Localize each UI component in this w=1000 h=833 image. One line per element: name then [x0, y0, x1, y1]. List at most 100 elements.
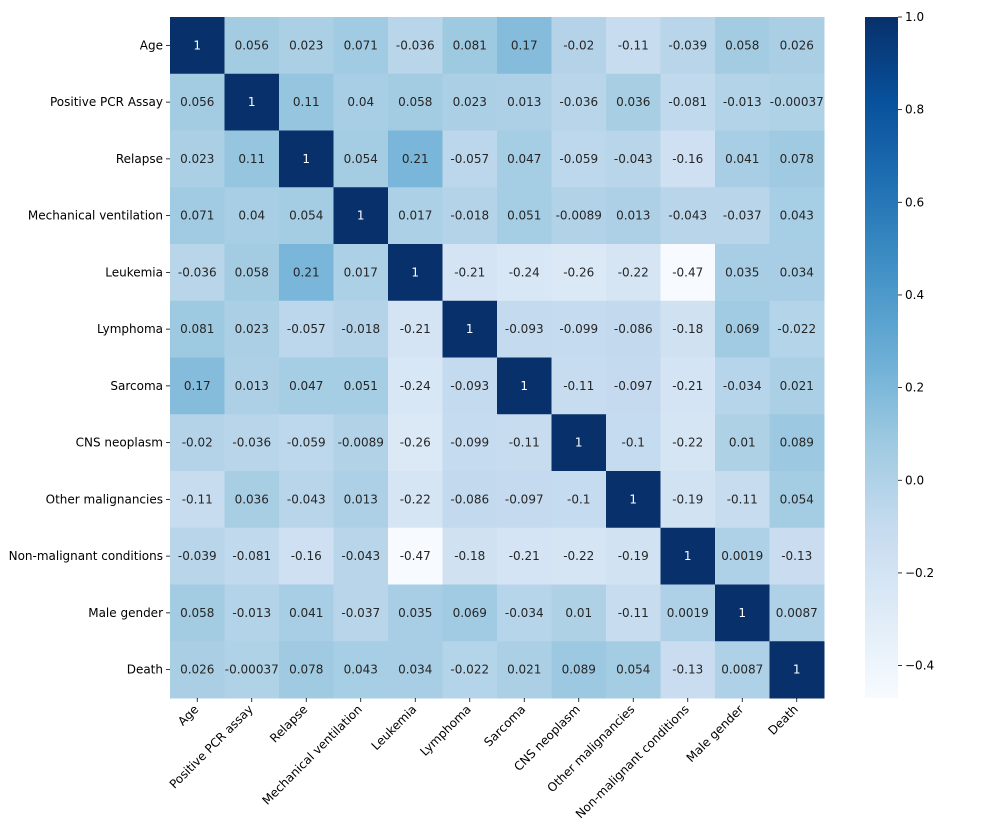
heatmap-cell: [388, 414, 443, 472]
cell-value-label: 1: [738, 606, 746, 620]
x-tick-label: Leukemia: [369, 702, 420, 753]
heatmap-cell: [606, 73, 661, 131]
cell-value-label: 0.071: [344, 38, 378, 52]
heatmap-cell: [715, 584, 770, 642]
heatmap-cell: [769, 357, 825, 415]
heatmap-cell: [388, 584, 443, 642]
heatmap-cell: [660, 584, 716, 642]
heatmap-cell: [606, 641, 661, 699]
heatmap-cell: [279, 641, 334, 699]
x-tick-label: Sarcoma: [481, 702, 528, 749]
cell-value-label: 0.021: [507, 663, 541, 677]
heatmap-cell: [442, 187, 498, 245]
cell-value-label: 1: [302, 152, 310, 166]
colorbar-gradient: [865, 17, 898, 698]
y-tick-label: Relapse: [116, 152, 163, 166]
cell-value-label: -0.057: [287, 322, 326, 336]
heatmap-cell: [170, 527, 225, 585]
cell-value-label: 0.026: [780, 38, 814, 52]
heatmap-cell: [442, 300, 498, 358]
cell-value-label: 0.034: [780, 265, 814, 279]
cell-value-label: 0.021: [780, 379, 814, 393]
heatmap-cell: [333, 641, 389, 699]
cell-value-label: 0.054: [289, 209, 323, 223]
cell-value-label: -0.093: [450, 379, 489, 393]
heatmap-cell: [769, 641, 825, 699]
x-tick-label: Death: [765, 702, 801, 738]
heatmap-cell: [279, 73, 334, 131]
cell-value-label: -0.21: [509, 549, 540, 563]
cell-value-label: -0.22: [563, 549, 594, 563]
heatmap-cell: [660, 73, 716, 131]
heatmap-cell: [497, 300, 552, 358]
cell-value-label: 0.11: [293, 95, 320, 109]
heatmap-cell: [279, 584, 334, 642]
cell-value-label: 0.04: [347, 95, 374, 109]
heatmap-cell: [769, 414, 825, 472]
heatmap-cell: [606, 244, 661, 302]
heatmap-cell: [551, 17, 607, 75]
heatmap-cell: [606, 17, 661, 75]
heatmap-cell: [388, 357, 443, 415]
heatmap-cell: [660, 641, 716, 699]
cell-value-label: 0.035: [725, 265, 759, 279]
cell-value-label: 0.034: [398, 663, 432, 677]
cell-value-label: 0.017: [344, 265, 378, 279]
heatmap-cell: [606, 130, 661, 188]
cell-value-label: 1: [629, 492, 637, 506]
heatmap-cell: [333, 300, 389, 358]
heatmap-cell: [551, 471, 607, 529]
heatmap-cell: [715, 300, 770, 358]
cell-value-label: 0.013: [235, 379, 269, 393]
heatmap-cell: [170, 130, 225, 188]
heatmap-cell: [224, 244, 280, 302]
heatmap-cell: [606, 414, 661, 472]
cell-value-label: -0.11: [727, 492, 758, 506]
heatmap-cell: [769, 17, 825, 75]
heatmap-cell: [442, 471, 498, 529]
cell-value-label: -0.11: [182, 492, 213, 506]
cell-value-label: -0.21: [454, 265, 485, 279]
heatmap-cell: [660, 527, 716, 585]
heatmap-cell: [497, 17, 552, 75]
y-tick-label: CNS neoplasm: [76, 436, 163, 450]
cell-value-label: 0.11: [238, 152, 265, 166]
cell-value-label: 0.054: [616, 663, 650, 677]
cell-value-label: 0.056: [235, 38, 269, 52]
x-tick-label: Relapse: [267, 702, 310, 745]
cell-value-label: 0.035: [398, 606, 432, 620]
heatmap-cell: [551, 300, 607, 358]
cell-value-label: -0.037: [341, 606, 380, 620]
cell-value-label: -0.036: [559, 95, 598, 109]
cell-value-label: -0.059: [559, 152, 598, 166]
heatmap-cell: [551, 527, 607, 585]
heatmap-cell: [333, 471, 389, 529]
cell-value-label: -0.19: [672, 492, 703, 506]
heatmap-cell: [333, 244, 389, 302]
cell-value-label: 0.054: [344, 152, 378, 166]
colorbar: 1.0 0.8 0.6 0.4 0.2 0.0 −0.2 −0.4: [865, 10, 934, 698]
heatmap-cell: [606, 527, 661, 585]
cell-value-label: -0.097: [614, 379, 653, 393]
heatmap-cell: [224, 527, 280, 585]
heatmap-cell: [660, 357, 716, 415]
cell-value-label: 1: [575, 436, 583, 450]
cell-value-label: 0.026: [180, 663, 214, 677]
heatmap-cell: [388, 641, 443, 699]
cell-value-label: -0.19: [618, 549, 649, 563]
heatmap-cell: [279, 187, 334, 245]
cell-value-label: -0.018: [450, 209, 489, 223]
cell-value-label: 0.013: [507, 95, 541, 109]
cell-value-label: 0.069: [453, 606, 487, 620]
cell-value-label: -0.16: [672, 152, 703, 166]
cell-value-label: -0.13: [672, 663, 703, 677]
heatmap-cell: [551, 73, 607, 131]
heatmap-cell: [442, 244, 498, 302]
cell-value-label: -0.0089: [338, 436, 384, 450]
heatmap-cell: [224, 357, 280, 415]
cell-value-label: 1: [684, 549, 692, 563]
cell-value-label: -0.24: [400, 379, 431, 393]
y-tick-label: Mechanical ventilation: [28, 209, 163, 223]
